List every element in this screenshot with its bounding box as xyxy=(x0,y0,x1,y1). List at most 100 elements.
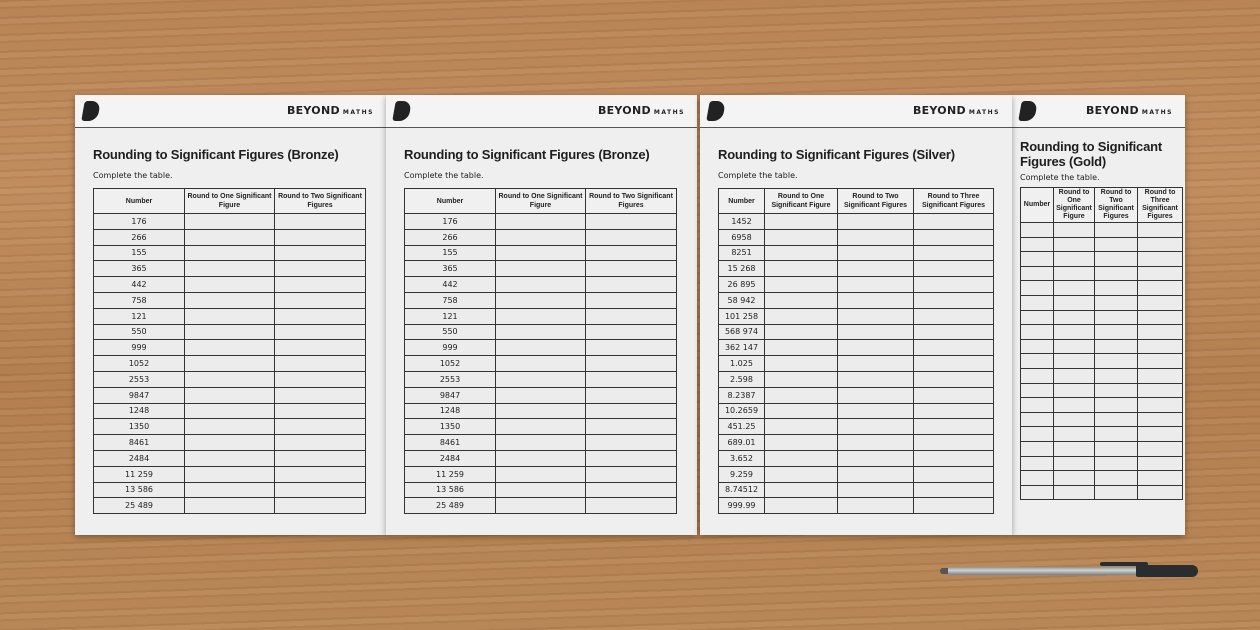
answer-cell[interactable] xyxy=(495,291,586,309)
answer-cell[interactable] xyxy=(1137,309,1183,326)
answer-cell[interactable] xyxy=(495,386,586,404)
answer-cell[interactable] xyxy=(1053,367,1095,384)
answer-cell[interactable] xyxy=(1053,411,1095,428)
answer-cell[interactable] xyxy=(585,228,677,246)
answer-cell[interactable] xyxy=(1053,309,1095,326)
answer-cell[interactable] xyxy=(913,323,994,341)
answer-cell[interactable] xyxy=(764,418,838,436)
answer-cell[interactable] xyxy=(184,323,275,341)
answer-cell[interactable] xyxy=(184,386,275,404)
answer-cell[interactable] xyxy=(274,244,366,262)
answer-cell[interactable] xyxy=(274,213,366,230)
answer-cell[interactable] xyxy=(764,244,838,262)
answer-cell[interactable] xyxy=(495,465,586,483)
answer-cell[interactable] xyxy=(184,497,275,515)
answer-cell[interactable] xyxy=(837,228,914,246)
answer-cell[interactable] xyxy=(1137,367,1183,384)
answer-cell[interactable] xyxy=(495,323,586,341)
answer-cell[interactable] xyxy=(1137,265,1183,282)
answer-cell[interactable] xyxy=(585,244,677,262)
answer-cell[interactable] xyxy=(585,434,677,451)
answer-cell[interactable] xyxy=(764,449,838,467)
answer-cell[interactable] xyxy=(913,497,994,515)
answer-cell[interactable] xyxy=(1137,470,1183,486)
answer-cell[interactable] xyxy=(184,213,275,230)
answer-cell[interactable] xyxy=(184,434,275,451)
answer-cell[interactable] xyxy=(1053,455,1095,472)
answer-cell[interactable] xyxy=(495,339,586,357)
answer-cell[interactable] xyxy=(913,213,994,230)
answer-cell[interactable] xyxy=(837,244,914,262)
answer-cell[interactable] xyxy=(585,260,677,278)
answer-cell[interactable] xyxy=(837,276,914,293)
answer-cell[interactable] xyxy=(184,402,275,420)
answer-cell[interactable] xyxy=(764,339,838,357)
answer-cell[interactable] xyxy=(1094,440,1138,457)
answer-cell[interactable] xyxy=(495,434,586,451)
answer-cell[interactable] xyxy=(1137,397,1183,413)
answer-cell[interactable] xyxy=(764,213,838,230)
answer-cell[interactable] xyxy=(1094,324,1138,340)
answer-cell[interactable] xyxy=(913,260,994,278)
answer-cell[interactable] xyxy=(837,355,914,372)
answer-cell[interactable] xyxy=(184,291,275,309)
answer-cell[interactable] xyxy=(184,339,275,357)
answer-cell[interactable] xyxy=(274,291,366,309)
answer-cell[interactable] xyxy=(585,386,677,404)
answer-cell[interactable] xyxy=(1053,251,1095,267)
answer-cell[interactable] xyxy=(764,260,838,278)
answer-cell[interactable] xyxy=(1053,280,1095,296)
answer-cell[interactable] xyxy=(585,449,677,467)
answer-cell[interactable] xyxy=(1094,236,1138,253)
answer-cell[interactable] xyxy=(495,481,586,499)
answer-cell[interactable] xyxy=(837,307,914,325)
answer-cell[interactable] xyxy=(495,307,586,325)
answer-cell[interactable] xyxy=(1053,236,1095,253)
answer-cell[interactable] xyxy=(274,323,366,341)
answer-cell[interactable] xyxy=(274,402,366,420)
answer-cell[interactable] xyxy=(1094,470,1138,486)
answer-cell[interactable] xyxy=(1053,294,1095,311)
answer-cell[interactable] xyxy=(913,291,994,309)
answer-cell[interactable] xyxy=(837,386,914,404)
answer-cell[interactable] xyxy=(1137,222,1183,238)
answer-cell[interactable] xyxy=(274,307,366,325)
answer-cell[interactable] xyxy=(274,465,366,483)
answer-cell[interactable] xyxy=(837,434,914,451)
answer-cell[interactable] xyxy=(1137,426,1183,442)
answer-cell[interactable] xyxy=(837,465,914,483)
answer-cell[interactable] xyxy=(1053,222,1095,238)
answer-cell[interactable] xyxy=(837,402,914,420)
answer-cell[interactable] xyxy=(585,481,677,499)
answer-cell[interactable] xyxy=(1137,338,1183,355)
answer-cell[interactable] xyxy=(913,244,994,262)
answer-cell[interactable] xyxy=(184,481,275,499)
answer-cell[interactable] xyxy=(1053,470,1095,486)
answer-cell[interactable] xyxy=(184,418,275,436)
answer-cell[interactable] xyxy=(1137,382,1183,399)
answer-cell[interactable] xyxy=(1094,382,1138,399)
answer-cell[interactable] xyxy=(764,370,838,388)
answer-cell[interactable] xyxy=(913,228,994,246)
answer-cell[interactable] xyxy=(585,370,677,388)
answer-cell[interactable] xyxy=(764,402,838,420)
answer-cell[interactable] xyxy=(1053,484,1095,501)
answer-cell[interactable] xyxy=(184,307,275,325)
answer-cell[interactable] xyxy=(585,465,677,483)
answer-cell[interactable] xyxy=(837,291,914,309)
answer-cell[interactable] xyxy=(274,276,366,293)
answer-cell[interactable] xyxy=(913,339,994,357)
answer-cell[interactable] xyxy=(764,497,838,515)
answer-cell[interactable] xyxy=(764,386,838,404)
answer-cell[interactable] xyxy=(585,213,677,230)
answer-cell[interactable] xyxy=(1137,484,1183,501)
answer-cell[interactable] xyxy=(913,481,994,499)
answer-cell[interactable] xyxy=(1053,397,1095,413)
answer-cell[interactable] xyxy=(495,418,586,436)
answer-cell[interactable] xyxy=(1094,222,1138,238)
answer-cell[interactable] xyxy=(1094,251,1138,267)
answer-cell[interactable] xyxy=(764,465,838,483)
answer-cell[interactable] xyxy=(913,465,994,483)
answer-cell[interactable] xyxy=(274,418,366,436)
answer-cell[interactable] xyxy=(184,260,275,278)
